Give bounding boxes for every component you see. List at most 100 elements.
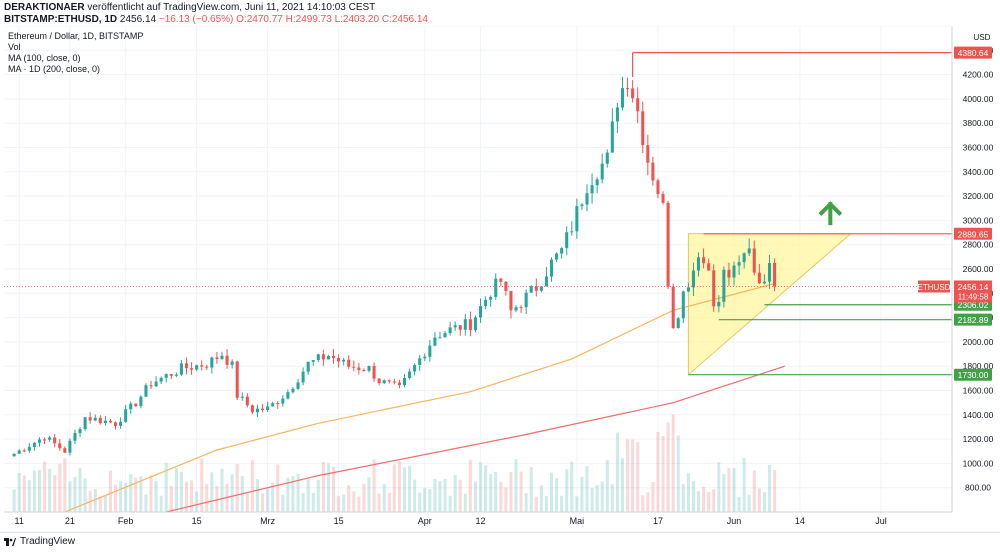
time-tick-label: Apr [418,516,432,526]
candle-body [605,152,609,164]
candle-body [22,450,26,452]
author-name[interactable]: DERAKTIONAER [4,2,85,13]
volume-bar [53,475,57,512]
volume-bar [661,436,665,512]
legend-ma200[interactable]: MA · 1D (200, close, 0) [8,64,101,74]
candle-body [230,361,234,365]
candle-body [757,272,761,284]
volume-bar [124,483,128,512]
candle-body [220,355,224,359]
volume-bar [534,496,538,512]
candle-body [53,437,57,444]
volume-bar [311,493,315,512]
volume-bar [615,432,619,512]
candle-body [656,180,660,195]
volume-bar [306,478,310,512]
candle-body [144,385,148,397]
candle-body [534,286,538,291]
candle-body [357,367,361,370]
volume-bar [382,483,386,512]
price-tick-label: 2000.00 [963,337,994,347]
volume-bar [560,495,564,512]
price-tick-label: 3600.00 [963,143,994,153]
support-2182-label: 2182.89 [958,315,989,325]
price-tick-label: 4200.00 [963,70,994,80]
candle-body [43,439,47,441]
candle-body [255,408,259,413]
candle-body [159,377,163,382]
volume-bar [129,474,133,512]
candle-body [448,327,452,334]
candle-body [134,403,138,407]
candle-body [362,369,366,371]
brand-name[interactable]: TradingView [20,536,76,547]
candle-body [397,382,401,386]
candle-body [108,420,112,423]
legend-vol[interactable]: Vol [8,42,21,52]
published-info: veröffentlicht auf TradingView.com, Juni… [84,2,376,13]
candle-body [245,396,249,406]
candle-body [737,262,741,266]
volume-bar [544,496,548,512]
candle-body [139,396,143,407]
candle-body [63,448,67,453]
candle-body [93,417,97,421]
price-tick-label: 1200.00 [963,434,994,444]
volume-bar [296,473,300,512]
countdown-label: 11:49:58 [958,292,989,301]
candle-body [767,262,772,282]
candle-body [717,301,721,307]
volume-bar [575,496,579,512]
volume-bar [707,492,711,512]
candle-body [296,382,300,389]
volume-bar [200,458,204,512]
candle-body [164,374,168,378]
time-tick-label: Mrz [260,516,275,526]
volume-bar [37,469,42,512]
volume-bar [509,472,513,512]
price-tick-label: 3000.00 [963,215,994,225]
price-chart[interactable]: 800.00 1000.00 1200.00 1400.00 1600.00 1800.0… [0,26,1000,532]
candle-body [195,365,199,370]
volume-bar [174,467,178,512]
volume-bar [362,483,366,512]
volume-bar [301,493,305,512]
volume-bar [519,471,523,512]
volume-bar [63,458,67,512]
candle-body [103,420,107,424]
volume-bar [321,462,325,512]
volume-bar [468,459,472,512]
volume-bar [331,466,336,512]
candle-body [428,345,432,357]
candle-body [494,278,498,297]
volume-bar [372,459,376,512]
volume-bar [230,474,234,512]
volume-bar [235,463,239,512]
volume-bar [367,477,371,512]
candle-body [702,257,706,264]
candle-body [387,380,391,382]
candle-body [114,422,118,426]
volume-bar [179,471,183,512]
candle-body [549,259,554,277]
volume-bar [195,491,199,512]
candle-body [190,368,194,370]
legend-ma100[interactable]: MA (100, close, 0) [8,53,81,63]
volume-bar [377,493,381,512]
candle-body [17,450,21,454]
volume-bar [539,485,543,512]
volume-bar [220,468,224,512]
volume-bar [326,463,330,512]
time-tick-label: Mai [570,516,585,526]
volume-bar [463,493,467,512]
candle-body [382,380,386,384]
last-price-tag [954,280,992,303]
volume-bar [697,491,701,512]
candle-body [32,442,36,447]
volume-bar [215,485,219,512]
volume-bar [22,475,26,512]
volume-bar [347,485,351,512]
candle-body [342,359,346,362]
volume-bar [418,492,422,512]
candle-body [484,299,488,307]
